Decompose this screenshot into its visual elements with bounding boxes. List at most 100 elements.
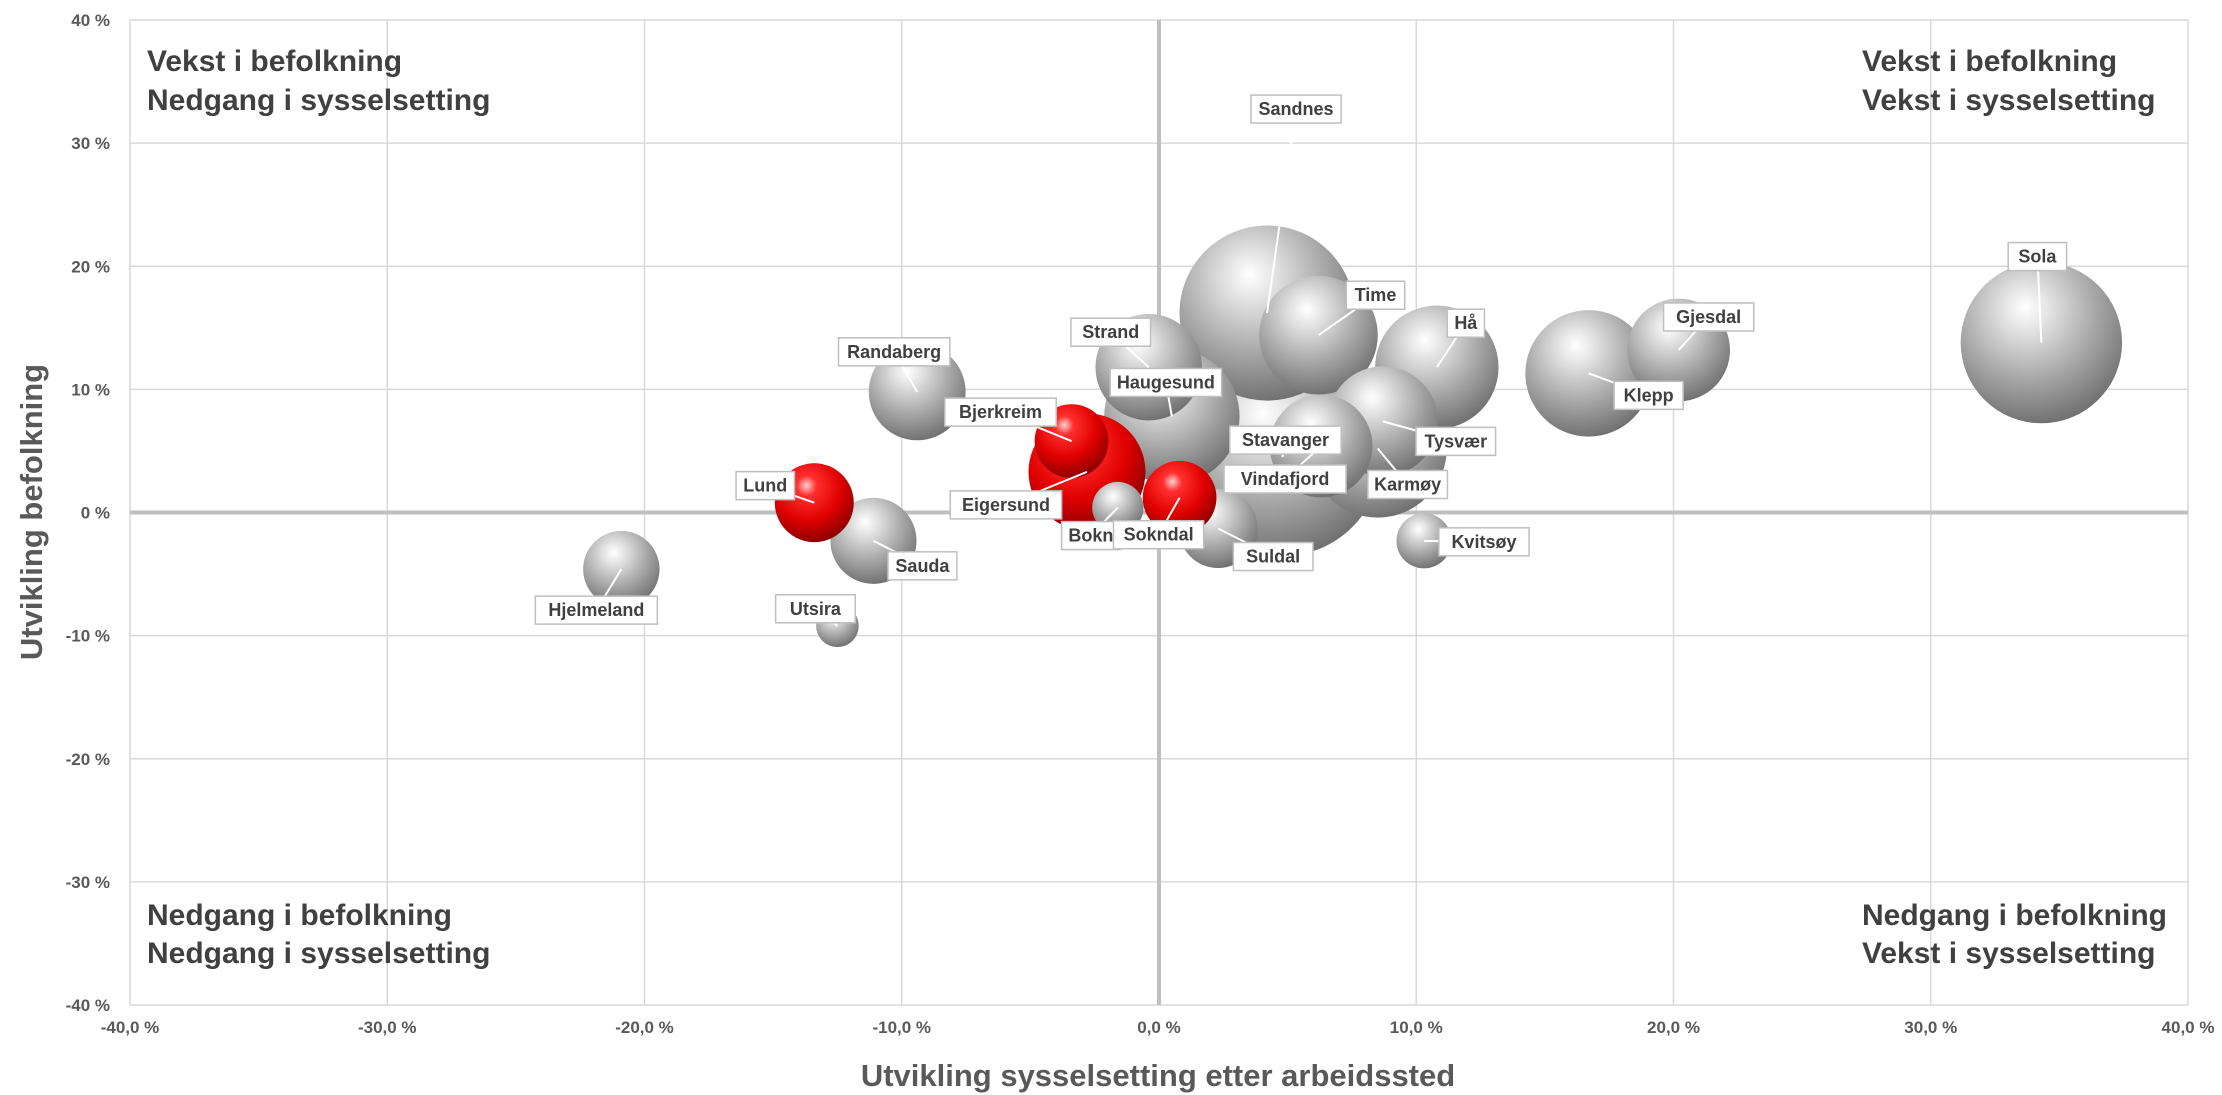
label-text: Time	[1355, 285, 1397, 305]
label-text: Bjerkreim	[959, 402, 1042, 422]
label-text: Karmøy	[1374, 474, 1441, 494]
label-box	[1070, 317, 1152, 347]
label-box	[1415, 426, 1497, 457]
data-label-strand: Strand	[1070, 317, 1152, 368]
x-tick-label: 10,0 %	[1390, 1018, 1443, 1037]
quadrant-bottom-left-line-1: Nedgang i befolkning	[147, 899, 452, 932]
data-label-time: Time	[1317, 280, 1406, 337]
label-box	[1250, 94, 1342, 124]
y-axis-title: Utvikling befolkning	[14, 364, 49, 660]
y-tick-label: 30 %	[71, 134, 110, 153]
label-box	[944, 397, 1057, 427]
label-text: Stavanger	[1242, 430, 1329, 450]
data-label-sauda: Sauda	[872, 539, 958, 581]
bubble-sola	[1960, 261, 2123, 424]
label-text: Klepp	[1624, 385, 1674, 405]
y-tick-label: 40 %	[71, 11, 110, 30]
quadrant-label-bottom-right: Nedgang i befolkning Vekst i sysselsetti…	[1862, 899, 2167, 970]
data-label-haugesund: Haugesund	[1109, 367, 1223, 417]
label-box	[1112, 519, 1205, 550]
label-box	[949, 490, 1063, 520]
label-text: Randaberg	[847, 342, 941, 362]
data-label-suldal: Suldal	[1217, 527, 1314, 572]
label-box	[837, 337, 951, 367]
data-label-sandnes: Sandnes	[1250, 94, 1342, 314]
quadrant-label-top-left: Vekst i befolkning Nedgang i sysselsetti…	[147, 45, 490, 117]
quadrant-top-left-line-2: Nedgang i sysselsetting	[147, 84, 490, 117]
label-box	[1613, 380, 1684, 411]
data-labels: Sandnes Stavanger Haugesund Karmøy Strand Tim…	[534, 94, 2068, 627]
label-box	[534, 595, 659, 625]
label-text: Utsira	[790, 599, 842, 619]
data-label-gjesdal: Gjesdal	[1662, 302, 1755, 351]
label-text: Tysvær	[1424, 431, 1487, 451]
label-text: Hjelmeland	[548, 600, 644, 620]
quadrant-top-left-line-1: Vekst i befolkning	[147, 45, 402, 78]
bubble-hjelmeland	[583, 530, 660, 608]
y-tick-label: -20 %	[66, 750, 110, 769]
x-tick-labels: -40,0 % -30,0 % -20,0 % -10,0 % 0,0 % 10,0 % 2…	[101, 1018, 2215, 1037]
y-tick-label: -40 %	[66, 996, 110, 1015]
label-text: Lund	[743, 476, 787, 496]
label-box	[2007, 241, 2068, 272]
label-text: Kvitsøy	[1451, 532, 1516, 552]
data-label-bokn: Bokn	[1060, 506, 1121, 551]
label-text: Hå	[1454, 313, 1478, 333]
y-tick-label: -30 %	[66, 873, 110, 892]
data-label-vindafjord: Vindafjord	[1223, 445, 1347, 494]
data-label-lund: Lund	[735, 470, 815, 504]
label-leader-line	[1266, 108, 1298, 314]
data-label-randaberg: Randaberg	[837, 337, 951, 393]
label-box	[1060, 520, 1121, 551]
label-box	[1367, 469, 1449, 500]
quadrant-bottom-right-line-1: Nedgang i befolkning	[1862, 899, 2167, 932]
data-label-bjerkreim: Bjerkreim	[944, 397, 1072, 443]
data-label-kvits-y: Kvitsøy	[1423, 527, 1530, 557]
quadrant-label-top-right: Vekst i befolkning Vekst i sysselsetting	[1862, 45, 2156, 117]
label-box	[735, 470, 796, 501]
quadrant-bottom-right-line-2: Vekst i sysselsetting	[1862, 937, 2156, 970]
data-label-tysv-r: Tysvær	[1382, 420, 1497, 457]
label-text: Sauda	[895, 556, 950, 576]
label-text: Vindafjord	[1241, 469, 1330, 489]
data-label-klepp: Klepp	[1588, 372, 1684, 411]
label-text: Haugesund	[1117, 372, 1215, 392]
label-text: Sokndal	[1124, 525, 1194, 545]
data-label-karm-y: Karmøy	[1367, 447, 1449, 500]
label-box	[1229, 425, 1342, 455]
label-box	[1446, 308, 1486, 338]
x-tick-label: 30,0 %	[1904, 1018, 1957, 1037]
label-box	[1438, 527, 1530, 557]
label-box	[1109, 367, 1223, 398]
label-text: Gjesdal	[1676, 307, 1741, 327]
data-label-stavanger: Stavanger	[1229, 425, 1342, 458]
x-tick-label: 40,0 %	[2162, 1018, 2215, 1037]
x-tick-label: -20,0 %	[615, 1018, 674, 1037]
label-box	[1223, 464, 1347, 494]
label-box	[1345, 280, 1406, 310]
label-text: Eigersund	[962, 495, 1050, 515]
x-axis-title: Utvikling sysselsetting etter arbeidsste…	[861, 1058, 1455, 1093]
label-box	[1662, 302, 1755, 332]
quadrant-label-bottom-left: Nedgang i befolkning Nedgang i sysselset…	[147, 899, 490, 970]
bubble-randaberg	[868, 343, 966, 441]
label-box	[774, 594, 856, 624]
y-tick-labels: 40 % 30 % 20 % 10 % 0 % -10 % -20 % -30 % -40 %	[66, 11, 110, 1015]
quadrant-bottom-left-line-2: Nedgang i sysselsetting	[147, 937, 490, 970]
data-label-sokndal: Sokndal	[1112, 497, 1205, 550]
quadrant-top-right-line-2: Vekst i sysselsetting	[1862, 84, 2156, 117]
data-label-utsira: Utsira	[774, 594, 856, 627]
x-tick-label: 20,0 %	[1647, 1018, 1700, 1037]
label-box	[887, 551, 958, 581]
x-tick-label: -40,0 %	[101, 1018, 160, 1037]
x-tick-label: -30,0 %	[358, 1018, 417, 1037]
y-tick-label: -10 %	[66, 627, 110, 646]
quadrant-top-right-line-1: Vekst i befolkning	[1862, 45, 2117, 78]
data-label-eigersund: Eigersund	[949, 470, 1088, 520]
label-text: Strand	[1082, 322, 1139, 342]
label-text: Sola	[2018, 247, 2057, 267]
x-tick-label: 0,0 %	[1137, 1018, 1180, 1037]
y-tick-label: 0 %	[81, 504, 110, 523]
y-tick-label: 20 %	[71, 257, 110, 276]
label-text: Sandnes	[1259, 99, 1334, 119]
